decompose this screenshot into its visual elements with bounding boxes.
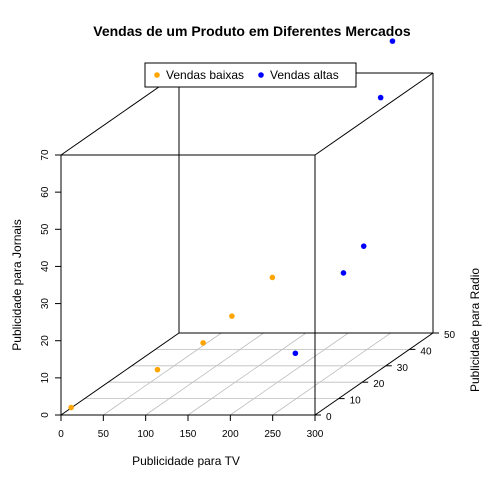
- point-vendas-baixas: [269, 274, 276, 281]
- x-tick-label: 150: [180, 429, 197, 440]
- point-vendas-altas: [340, 270, 347, 276]
- z-axis: 0 10 20 30 40 50 60 70: [40, 149, 61, 418]
- box-edge: [60, 332, 180, 416]
- x-tick-label: 300: [307, 429, 324, 440]
- z-axis-label: Publicidade para Jornais: [10, 219, 24, 350]
- data-points: [68, 38, 396, 411]
- y-axis: 0 10 20 30 40 50: [315, 330, 456, 423]
- x-tick-label: 100: [137, 429, 154, 440]
- y-axis-label: Publicidade para Radio: [468, 268, 482, 392]
- z-tick-label: 40: [40, 260, 51, 272]
- legend-marker-high: [258, 72, 264, 78]
- point-vendas-baixas: [68, 404, 74, 411]
- x-tick-label: 50: [98, 429, 110, 440]
- legend: Vendas baixas Vendas altas: [144, 62, 357, 88]
- y-tick-label: 0: [326, 412, 332, 423]
- z-tick-label: 0: [40, 412, 51, 418]
- point-vendas-baixas: [229, 313, 235, 319]
- point-vendas-baixas: [200, 340, 206, 346]
- y-tick-label: 30: [397, 363, 409, 374]
- point-vendas-altas: [292, 350, 299, 357]
- x-axis: 0 50 100 150 200 250 300: [58, 415, 324, 440]
- x-axis-label: Publicidade para TV: [132, 454, 240, 468]
- y-tick-label: 50: [444, 330, 456, 341]
- z-tick-label: 50: [40, 223, 51, 235]
- point-vendas-altas: [377, 94, 384, 101]
- x-tick-label: 200: [222, 429, 239, 440]
- grid-line-x: [103, 332, 222, 416]
- grid-line-x: [230, 332, 349, 416]
- legend-marker-low: [154, 72, 160, 78]
- grid-line-x: [272, 332, 391, 416]
- x-tick-label: 0: [58, 429, 64, 440]
- y-tick-label: 20: [373, 379, 385, 390]
- legend-label-high: Vendas altas: [270, 68, 339, 82]
- legend-box: [144, 62, 357, 88]
- y-tick-label: 40: [420, 346, 432, 357]
- x-tick-label: 250: [264, 429, 281, 440]
- y-tick-label: 10: [350, 396, 362, 407]
- z-tick-label: 20: [40, 335, 51, 347]
- plot-box: [60, 72, 434, 416]
- chart-title: Vendas de um Produto em Diferentes Merca…: [93, 23, 411, 39]
- grid-line-x: [145, 332, 264, 416]
- point-vendas-altas: [360, 243, 367, 249]
- z-tick-label: 10: [40, 372, 51, 384]
- z-tick-label: 60: [40, 186, 51, 198]
- grid-line-x: [187, 332, 307, 416]
- point-vendas-altas: [389, 38, 396, 44]
- point-vendas-baixas: [154, 366, 161, 373]
- box-edge: [314, 72, 434, 156]
- z-tick-label: 70: [40, 149, 51, 161]
- legend-label-low: Vendas baixas: [166, 68, 244, 82]
- floor-grid: [84, 332, 410, 416]
- box-edge: [314, 332, 434, 416]
- z-tick-label: 30: [40, 298, 51, 310]
